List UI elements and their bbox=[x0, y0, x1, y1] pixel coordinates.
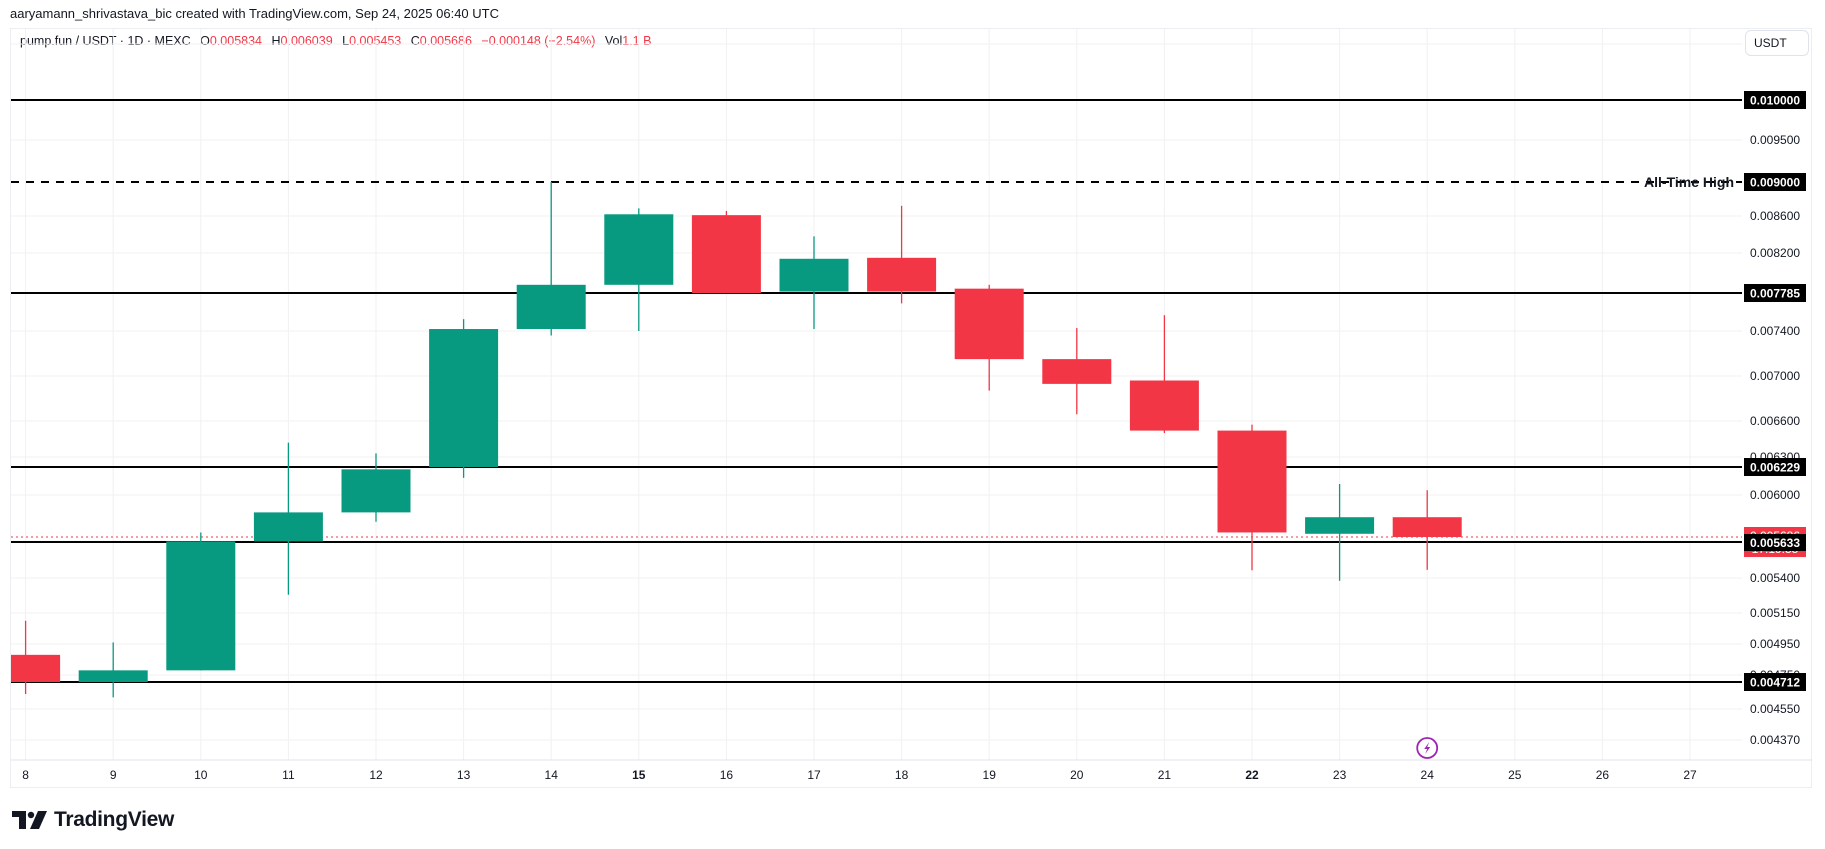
candle-down[interactable] bbox=[1217, 430, 1287, 533]
candle-down[interactable] bbox=[1042, 359, 1112, 384]
level-price-tag bbox=[1744, 173, 1806, 191]
price-axis-label: 0.007000 bbox=[1750, 369, 1800, 383]
level-price-label: 0.005633 bbox=[1750, 536, 1800, 550]
level-price-label: 0.009000 bbox=[1750, 176, 1800, 190]
level-price-label: 0.010000 bbox=[1750, 94, 1800, 108]
price-axis-label: 0.006000 bbox=[1750, 488, 1800, 502]
time-axis-label: 25 bbox=[1508, 768, 1522, 782]
level-price-tag bbox=[1744, 458, 1806, 476]
candle-up[interactable] bbox=[253, 512, 323, 542]
time-axis-label: 23 bbox=[1333, 768, 1347, 782]
time-axis-label: 11 bbox=[282, 768, 295, 782]
currency-button[interactable]: USDT bbox=[1745, 30, 1809, 56]
ath-text: All-Time High bbox=[1644, 174, 1734, 190]
level-price-tag bbox=[1744, 91, 1806, 109]
price-axis-label: 0.008600 bbox=[1750, 209, 1800, 223]
level-price-tag bbox=[1744, 673, 1806, 691]
candle-up[interactable] bbox=[604, 214, 674, 285]
candle-down[interactable] bbox=[1129, 380, 1199, 431]
candle-up[interactable] bbox=[78, 670, 148, 682]
level-price-label: 0.004712 bbox=[1750, 676, 1800, 690]
chart-credit: aaryamann_shrivastava_bic created with T… bbox=[10, 6, 499, 21]
time-axis-label: 19 bbox=[983, 768, 997, 782]
candle-up[interactable] bbox=[429, 329, 499, 467]
time-axis-label: 18 bbox=[895, 768, 909, 782]
price-axis-label: 0.005150 bbox=[1750, 606, 1800, 620]
time-axis-label: 12 bbox=[369, 768, 383, 782]
price-axis-label: 0.009500 bbox=[1750, 133, 1800, 147]
price-axis-label: 0.006600 bbox=[1750, 414, 1800, 428]
candle-up[interactable] bbox=[1305, 517, 1375, 534]
price-axis-label: 0.004950 bbox=[1750, 637, 1800, 651]
candle-down[interactable] bbox=[691, 215, 761, 293]
time-axis-label: 15 bbox=[632, 768, 646, 782]
candle-down[interactable] bbox=[1392, 517, 1462, 537]
price-axis-label: 0.004370 bbox=[1750, 733, 1800, 747]
candle-down[interactable] bbox=[11, 654, 61, 682]
time-axis-label: 10 bbox=[194, 768, 208, 782]
level-price-tag bbox=[1744, 534, 1806, 551]
candle-up[interactable] bbox=[341, 469, 411, 513]
time-axis-label: 9 bbox=[110, 768, 117, 782]
time-axis-label: 24 bbox=[1421, 768, 1435, 782]
tradingview-logo-icon bbox=[12, 811, 47, 829]
tradingview-logo-text: TradingView bbox=[54, 808, 175, 831]
chart-pane[interactable] bbox=[10, 28, 1812, 788]
candle-up[interactable] bbox=[166, 541, 236, 671]
time-axis-label: 17 bbox=[807, 768, 821, 782]
price-axis-label: 0.008200 bbox=[1750, 246, 1800, 260]
candle-down[interactable] bbox=[954, 288, 1024, 360]
price-axis-label: 0.007400 bbox=[1750, 324, 1800, 338]
time-axis-label: 14 bbox=[545, 768, 559, 782]
level-price-label: 0.006229 bbox=[1750, 461, 1800, 475]
time-axis-label: 26 bbox=[1596, 768, 1610, 782]
time-axis-label: 20 bbox=[1070, 768, 1084, 782]
candle-down[interactable] bbox=[867, 257, 937, 292]
candle-up[interactable] bbox=[779, 258, 849, 292]
time-axis-label: 22 bbox=[1245, 768, 1259, 782]
time-axis-label: 8 bbox=[22, 768, 29, 782]
price-axis-label: 0.005400 bbox=[1750, 571, 1800, 585]
lightning-glyph bbox=[1424, 742, 1431, 754]
time-axis-label: 16 bbox=[720, 768, 734, 782]
level-price-tag bbox=[1744, 284, 1806, 302]
candle-up[interactable] bbox=[516, 284, 586, 330]
level-price-label: 0.007785 bbox=[1750, 287, 1800, 301]
time-axis-label: 13 bbox=[457, 768, 471, 782]
time-axis-label: 27 bbox=[1683, 768, 1697, 782]
price-axis-label: 0.004550 bbox=[1750, 702, 1800, 716]
time-axis-label: 21 bbox=[1158, 768, 1172, 782]
tradingview-logo[interactable]: TradingView bbox=[12, 808, 174, 832]
